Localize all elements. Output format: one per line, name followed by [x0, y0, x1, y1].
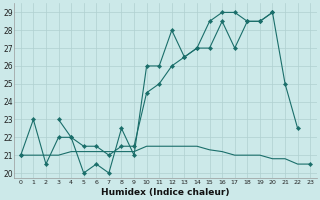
- X-axis label: Humidex (Indice chaleur): Humidex (Indice chaleur): [101, 188, 230, 197]
